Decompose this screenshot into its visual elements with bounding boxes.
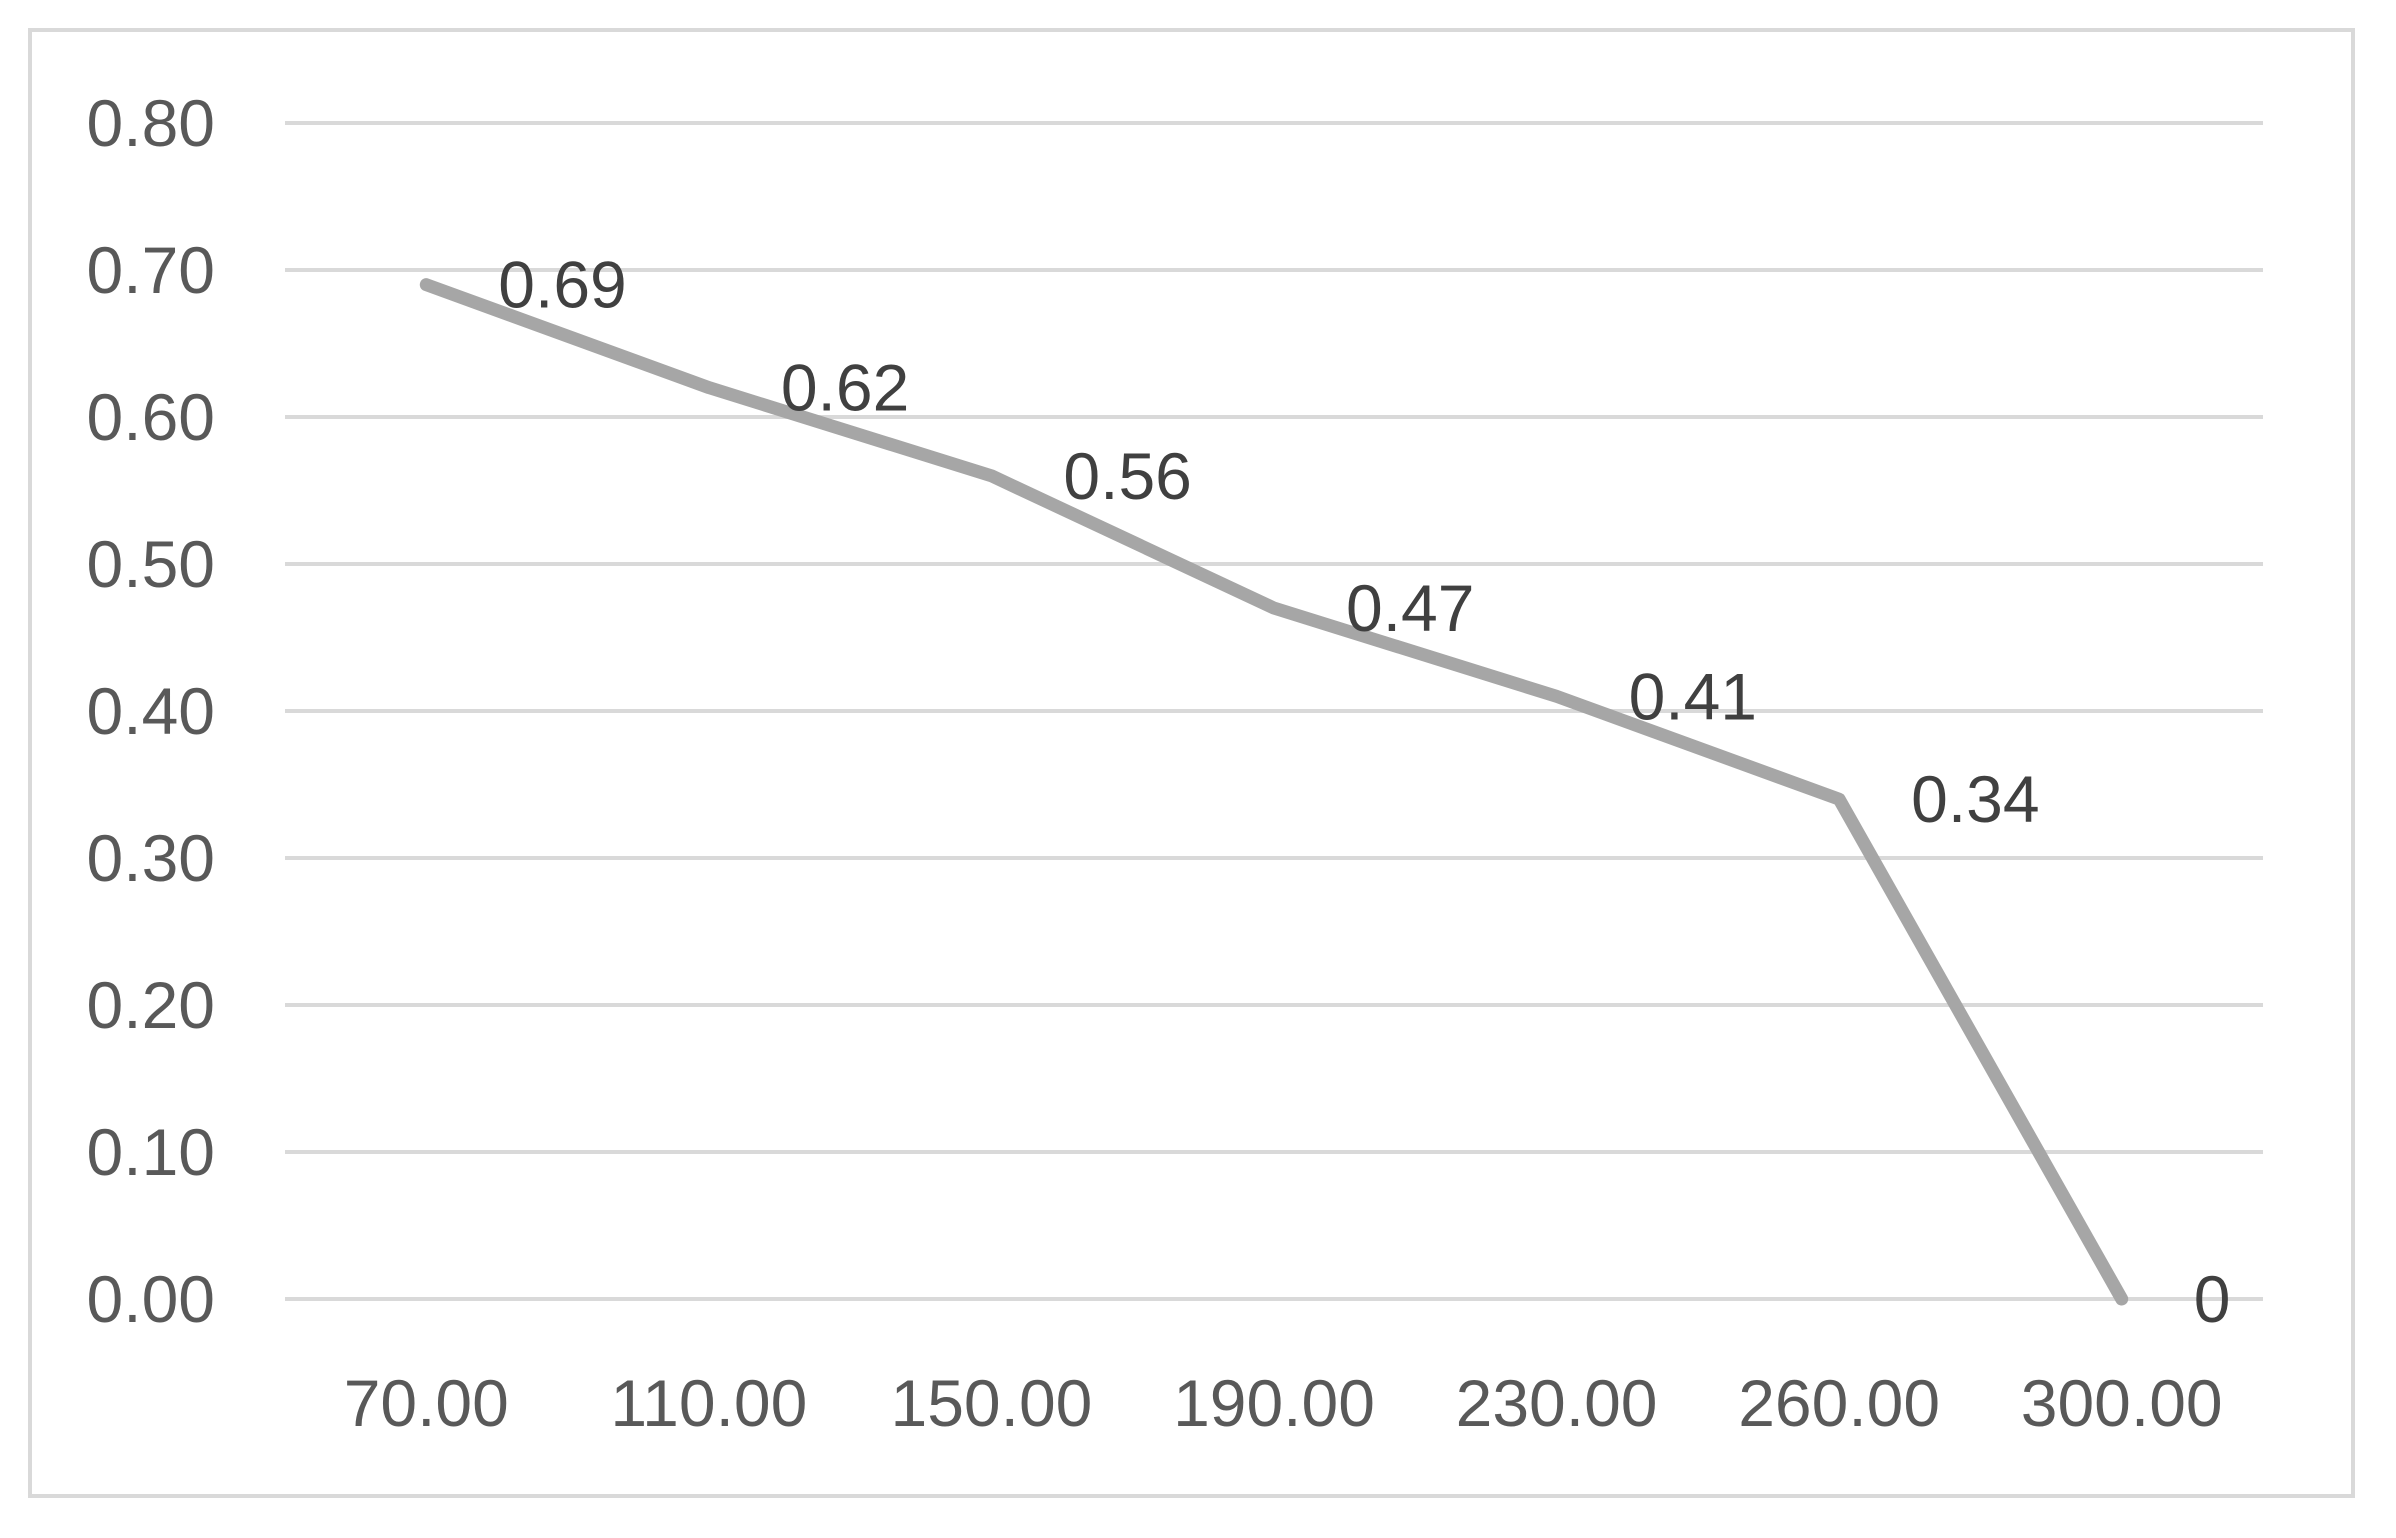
y-axis-tick-label: 0.60 [87,380,215,454]
data-point-label: 0.69 [498,248,626,322]
x-axis-tick-label: 190.00 [1173,1366,1375,1440]
x-axis-tick-label: 150.00 [890,1366,1092,1440]
data-series-line [419,278,2129,1306]
data-point-label: 0.41 [1629,659,1757,733]
figure-border [28,28,2355,1498]
y-axis-tick-label: 0.30 [87,821,215,895]
data-point-label: 0.47 [1346,571,1474,645]
x-axis-tick-label: 70.00 [344,1366,509,1440]
data-point-label: 0.62 [781,351,909,425]
y-axis-tick-label: 0.40 [87,674,215,748]
y-axis-tick-label: 0.20 [87,968,215,1042]
x-axis-tick-label: 260.00 [1738,1366,1940,1440]
data-point-label: 0.34 [1911,762,2039,836]
data-point-label: 0 [2194,1262,2231,1336]
x-axis-tick-label: 300.00 [2021,1366,2223,1440]
data-point-label: 0.56 [1063,439,1191,513]
x-axis-tick-label: 230.00 [1456,1366,1658,1440]
y-axis-tick-label: 0.00 [87,1262,215,1336]
y-axis-tick-label: 0.80 [87,86,215,160]
y-axis-tick-label: 0.70 [87,233,215,307]
y-axis-tick-label: 0.50 [87,527,215,601]
x-axis-tick-label: 110.00 [610,1366,807,1440]
y-axis-tick-label: 0.10 [87,1115,215,1189]
